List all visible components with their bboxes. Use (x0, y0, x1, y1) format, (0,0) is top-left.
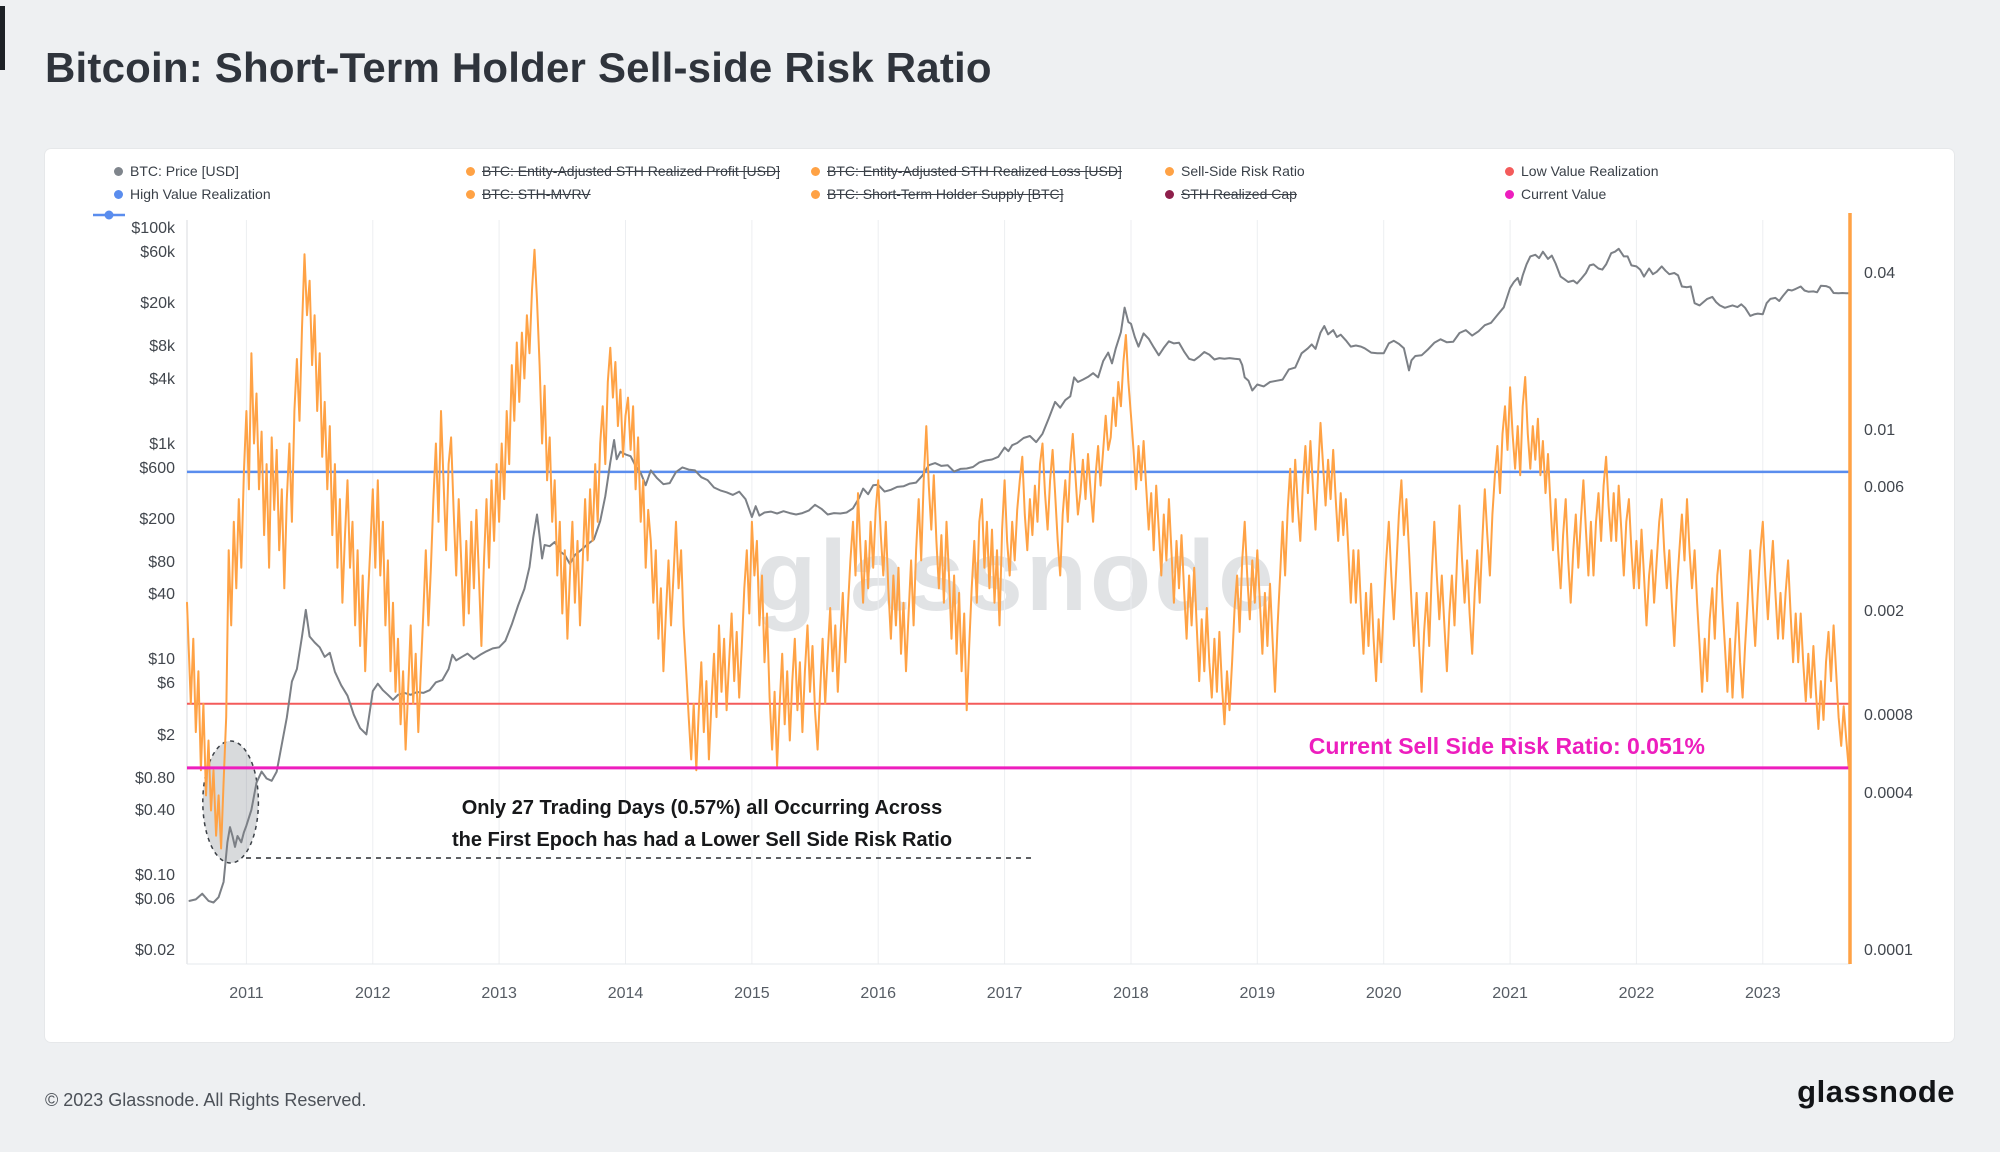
legend-dot-icon (114, 189, 123, 199)
legend-item-sth-realized-cap[interactable]: STH Realized Cap (1165, 186, 1297, 202)
legend-item-low-value-realization[interactable]: Low Value Realization (1505, 163, 1659, 179)
legend-dot-icon (466, 166, 475, 176)
legend-label: Low Value Realization (1521, 163, 1659, 179)
chart-plot-area[interactable] (45, 149, 1954, 1042)
legend-label: High Value Realization (130, 186, 271, 202)
legend-dot-icon (466, 189, 475, 199)
btc-price-usd-line (188, 247, 1851, 904)
page-title: Bitcoin: Short-Term Holder Sell-side Ris… (45, 44, 992, 91)
legend-item-sell-side-risk-ratio[interactable]: Sell-Side Risk Ratio (1165, 163, 1305, 179)
sell-side-risk-ratio-line (186, 248, 1850, 850)
legend-dot-icon (1505, 166, 1514, 176)
legend-dot-icon (811, 166, 820, 176)
epoch-note-annotation: Only 27 Trading Days (0.57%) all Occurri… (302, 792, 1102, 856)
legend-dot-icon (1165, 189, 1174, 199)
legend-label: BTC: Entity-Adjusted STH Realized Loss [… (827, 163, 1122, 179)
corner-mark (0, 6, 5, 70)
legend-label: Current Value (1521, 186, 1607, 202)
legend-dot-icon (114, 166, 123, 176)
legend-dot-icon (1505, 189, 1514, 199)
legend-label: BTC: Short-Term Holder Supply [BTC] (827, 186, 1064, 202)
legend-item-btc-entity-adjusted-sth-realized-loss-usd[interactable]: BTC: Entity-Adjusted STH Realized Loss [… (811, 163, 1122, 179)
legend-item-btc-entity-adjusted-sth-realized-profit-usd[interactable]: BTC: Entity-Adjusted STH Realized Profit… (466, 163, 780, 179)
chart-legend: BTC: Price [USD] BTC: Entity-Adjusted STH… (45, 149, 1954, 1042)
legend-label: BTC: STH-MVRV (482, 186, 591, 202)
epoch-note-line-2: the First Epoch has had a Lower Sell Sid… (451, 829, 953, 851)
legend-item-btc-price-usd[interactable]: BTC: Price [USD] (114, 163, 239, 179)
glassnode-logo: glassnode (1797, 1074, 1955, 1109)
legend-dot-icon (811, 189, 820, 199)
collapsed-series-marker (93, 210, 125, 220)
legend-item-current-value[interactable]: Current Value (1505, 186, 1606, 202)
legend-item-btc-short-term-holder-supply-btc[interactable]: BTC: Short-Term Holder Supply [BTC] (811, 186, 1064, 202)
legend-label: Sell-Side Risk Ratio (1181, 163, 1305, 179)
legend-item-btc-sth-mvrv[interactable]: BTC: STH-MVRV (466, 186, 591, 202)
legend-label: BTC: Price [USD] (130, 163, 239, 179)
copyright-text: © 2023 Glassnode. All Rights Reserved. (45, 1090, 367, 1110)
legend-label: BTC: Entity-Adjusted STH Realized Profit… (482, 163, 780, 179)
legend-label: STH Realized Cap (1181, 186, 1297, 202)
legend-item-high-value-realization[interactable]: High Value Realization (114, 186, 271, 202)
legend-dot-icon (1165, 166, 1174, 176)
chart-card: glassnode $100k $60k $20k $8k $4k $1k $600 $200… (45, 149, 1954, 1042)
current-ratio-annotation: Current Sell Side Risk Ratio: 0.051% (1308, 733, 1705, 759)
epoch-note-line-1: Only 27 Trading Days (0.57%) all Occurri… (461, 797, 943, 819)
